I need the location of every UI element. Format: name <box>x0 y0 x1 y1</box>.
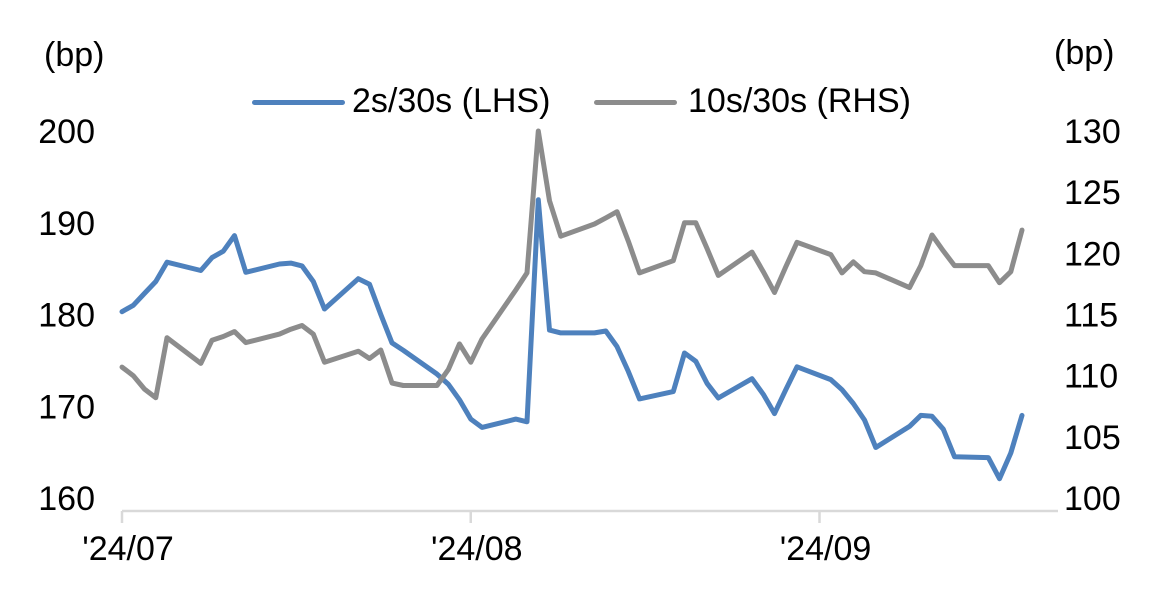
left-axis-tick-label-200: 200 <box>38 113 95 151</box>
legend-swatch-10s30s <box>594 100 677 105</box>
right-axis-unit-label: (bp) <box>1054 34 1115 72</box>
left-axis-unit-label: (bp) <box>44 36 105 74</box>
left-axis-tick-label-170: 170 <box>38 388 95 426</box>
x-tick-label-1: '24/08 <box>431 530 523 568</box>
left-axis-tick-label-160: 160 <box>38 480 95 518</box>
legend-label-10s30s: 10s/30s (RHS) <box>688 82 911 120</box>
series-line-10s30s <box>119 128 1025 401</box>
right-axis-tick-label-105: 105 <box>1064 419 1121 457</box>
legend-label-2s30s: 2s/30s (LHS) <box>352 82 551 120</box>
legend: 2s/30s (LHS) 10s/30s (RHS) <box>0 40 1152 120</box>
left-axis-tick-label-180: 180 <box>38 297 95 335</box>
right-axis-tick-label-100: 100 <box>1064 480 1121 518</box>
right-axis-tick-label-125: 125 <box>1064 174 1121 212</box>
left-axis-tick-label-190: 190 <box>38 205 95 243</box>
right-axis-tick-label-130: 130 <box>1064 113 1121 151</box>
legend-swatch-2s30s <box>252 100 345 105</box>
series-line-2s30s <box>119 197 1025 482</box>
x-tick-label-2: '24/09 <box>780 530 872 568</box>
right-axis-tick-label-120: 120 <box>1064 235 1121 273</box>
right-axis-tick-label-110: 110 <box>1064 358 1118 396</box>
right-axis-tick-label-115: 115 <box>1064 297 1118 335</box>
x-tick-label-0: '24/07 <box>82 530 174 568</box>
